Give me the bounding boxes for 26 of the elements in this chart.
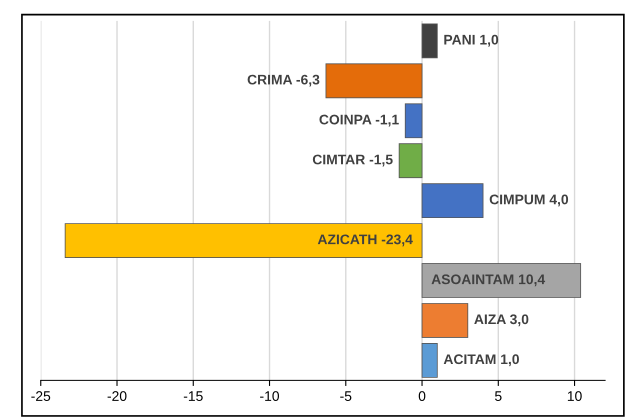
bar — [64, 223, 422, 258]
category-label: ACITAM 1,0 — [444, 354, 519, 366]
x-tick-label: -20 — [108, 391, 127, 401]
bar — [398, 143, 422, 178]
category-label: AIZA 3,0 — [474, 314, 528, 326]
x-tick-label: -15 — [184, 391, 203, 401]
category-label: COINPA -1,1 — [319, 114, 399, 126]
x-tick-label: 0 — [418, 391, 426, 401]
bar — [404, 103, 422, 138]
category-label: ASOAINTAM 10,4 — [432, 274, 546, 286]
bar — [422, 183, 484, 218]
category-label: CIMPUM 4,0 — [490, 194, 568, 206]
bar — [326, 63, 422, 98]
category-label: CRIMA -6,3 — [248, 74, 320, 87]
x-tick-label: -25 — [31, 391, 50, 401]
x-tick-label: 5 — [494, 391, 502, 401]
category-label: AZICATH -23,4 — [318, 234, 413, 246]
x-tick-label: -5 — [340, 391, 352, 401]
bar — [422, 23, 438, 58]
bar — [422, 343, 438, 378]
category-label: PANI 1,0 — [444, 34, 498, 47]
bar — [422, 303, 468, 338]
bar — [422, 263, 582, 298]
category-label: CIMTAR -1,5 — [312, 154, 393, 166]
x-tick-label: -10 — [260, 391, 280, 401]
x-tick-label: 10 — [568, 391, 582, 401]
